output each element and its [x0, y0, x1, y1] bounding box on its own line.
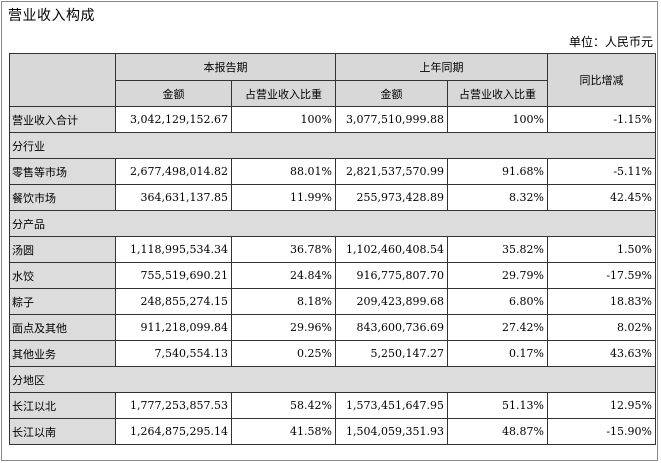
prior-share-cell: 0.17%	[447, 340, 548, 367]
prior-share-cell: 100%	[447, 106, 548, 133]
header-prior-period: 上年同期	[335, 53, 548, 81]
page-title: 营业收入构成	[8, 8, 95, 24]
prior-amount-cell: 843,600,736.69	[335, 314, 448, 341]
current-share-cell: 11.99%	[231, 184, 336, 211]
yoy-change-cell: -15.90%	[547, 418, 656, 445]
table-row: 餐饮市场 364,631,137.85 11.99% 255,973,428.89 8.…	[9, 184, 656, 211]
current-amount-cell: 1,777,253,857.53	[115, 392, 232, 419]
yoy-change-cell: 42.45%	[547, 184, 656, 211]
yoy-change-cell: -17.59%	[547, 262, 656, 289]
revenue-composition-table: 本报告期 上年同期 同比增减 金额 占营业收入比重 金额 占营业收入比重 营业收…	[9, 53, 656, 445]
prior-amount-cell: 1,102,460,408.54	[335, 236, 448, 263]
prior-share-cell: 8.32%	[447, 184, 548, 211]
current-share-cell: 8.18%	[231, 288, 336, 315]
prior-amount-cell: 3,077,510,999.88	[335, 106, 448, 133]
current-amount-cell: 364,631,137.85	[115, 184, 232, 211]
table-row: 汤圆 1,118,995,534.34 36.78% 1,102,460,408.54…	[9, 236, 656, 263]
prior-share-cell: 29.79%	[447, 262, 548, 289]
prior-amount-cell: 5,250,147.27	[335, 340, 448, 367]
yoy-change-cell: 8.02%	[547, 314, 656, 341]
yoy-change-cell: -1.15%	[547, 106, 656, 133]
current-share-cell: 88.01%	[231, 158, 336, 185]
table-row: 零售等市场 2,677,498,014.82 88.01% 2,821,537,570…	[9, 158, 656, 185]
prior-share-cell: 91.68%	[447, 158, 548, 185]
yoy-change-cell: 43.63%	[547, 340, 656, 367]
row-label: 营业收入合计	[9, 106, 116, 133]
prior-share-cell: 6.80%	[447, 288, 548, 315]
row-label: 汤圆	[9, 236, 116, 263]
current-share-cell: 0.25%	[231, 340, 336, 367]
current-share-cell: 24.84%	[231, 262, 336, 289]
current-amount-cell: 2,677,498,014.82	[115, 158, 232, 185]
prior-share-cell: 27.42%	[447, 314, 548, 341]
table-row: 粽子 248,855,274.15 8.18% 209,423,899.68 6.80%…	[9, 288, 656, 315]
section-row: 分地区	[9, 366, 656, 393]
current-amount-cell: 1,264,875,295.14	[115, 418, 232, 445]
table-row: 其他业务 7,540,554.13 0.25% 5,250,147.27 0.17% 43…	[9, 340, 656, 367]
header-current-share: 占营业收入比重	[231, 80, 336, 107]
table-row: 长江以南 1,264,875,295.14 41.58% 1,504,059,351.…	[9, 418, 656, 445]
current-amount-cell: 7,540,554.13	[115, 340, 232, 367]
row-label: 水饺	[9, 262, 116, 289]
table-row: 水饺 755,519,690.21 24.84% 916,775,807.70 29.7…	[9, 262, 656, 289]
current-share-cell: 100%	[231, 106, 336, 133]
row-label: 其他业务	[9, 340, 116, 367]
yoy-change-cell: 12.95%	[547, 392, 656, 419]
current-amount-cell: 755,519,690.21	[115, 262, 232, 289]
prior-amount-cell: 209,423,899.68	[335, 288, 448, 315]
current-share-cell: 58.42%	[231, 392, 336, 419]
prior-amount-cell: 1,504,059,351.93	[335, 418, 448, 445]
current-amount-cell: 911,218,099.84	[115, 314, 232, 341]
section-label: 分地区	[9, 366, 656, 393]
current-amount-cell: 3,042,129,152.67	[115, 106, 232, 133]
header-prior-share: 占营业收入比重	[447, 80, 548, 107]
table-row: 长江以北 1,777,253,857.53 58.42% 1,573,451,647.…	[9, 392, 656, 419]
section-label: 分产品	[9, 210, 656, 237]
current-share-cell: 29.96%	[231, 314, 336, 341]
yoy-change-cell: -5.11%	[547, 158, 656, 185]
prior-amount-cell: 2,821,537,570.99	[335, 158, 448, 185]
prior-share-cell: 51.13%	[447, 392, 548, 419]
row-label: 长江以北	[9, 392, 116, 419]
prior-share-cell: 35.82%	[447, 236, 548, 263]
prior-share-cell: 48.87%	[447, 418, 548, 445]
row-label: 餐饮市场	[9, 184, 116, 211]
header-yoy-change: 同比增减	[547, 53, 656, 107]
yoy-change-cell: 18.83%	[547, 288, 656, 315]
row-label: 粽子	[9, 288, 116, 315]
section-row: 分行业	[9, 132, 656, 159]
current-share-cell: 36.78%	[231, 236, 336, 263]
table-row: 面点及其他 911,218,099.84 29.96% 843,600,736.69 2…	[9, 314, 656, 341]
prior-amount-cell: 1,573,451,647.95	[335, 392, 448, 419]
prior-amount-cell: 916,775,807.70	[335, 262, 448, 289]
prior-amount-cell: 255,973,428.89	[335, 184, 448, 211]
current-amount-cell: 248,855,274.15	[115, 288, 232, 315]
section-row: 分产品	[9, 210, 656, 237]
row-label: 面点及其他	[9, 314, 116, 341]
header-corner-cell	[9, 53, 116, 107]
unit-note: 单位：人民币元	[568, 35, 653, 49]
row-label: 零售等市场	[9, 158, 116, 185]
yoy-change-cell: 1.50%	[547, 236, 656, 263]
current-amount-cell: 1,118,995,534.34	[115, 236, 232, 263]
header-current-period: 本报告期	[115, 53, 336, 81]
header-current-amount: 金额	[115, 80, 232, 107]
table-row: 营业收入合计 3,042,129,152.67 100% 3,077,510,999.…	[9, 106, 656, 133]
header-row-1: 本报告期 上年同期 同比增减	[9, 53, 656, 107]
header-prior-amount: 金额	[335, 80, 448, 107]
section-label: 分行业	[9, 132, 656, 159]
current-share-cell: 41.58%	[231, 418, 336, 445]
row-label: 长江以南	[9, 418, 116, 445]
